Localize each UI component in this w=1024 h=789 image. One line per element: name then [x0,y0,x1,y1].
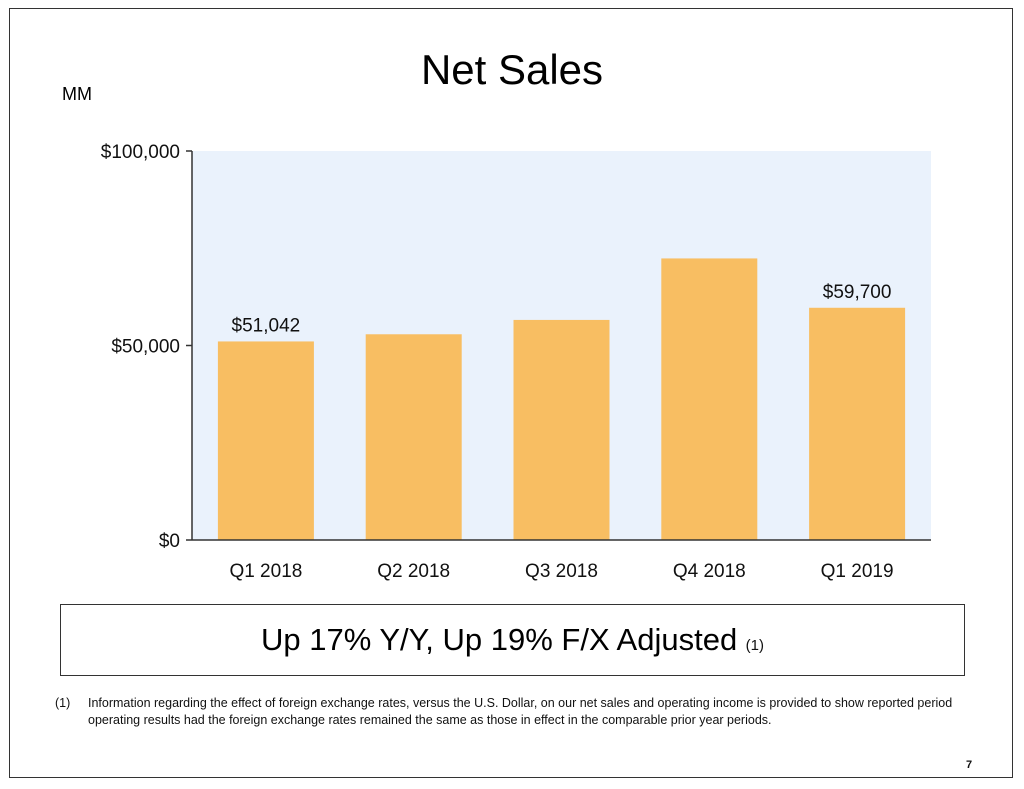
bar-q1-2018 [217,341,314,540]
page-number: 7 [966,759,973,771]
summary-box: Up 17% Y/Y, Up 19% F/X Adjusted (1) [60,604,965,676]
chart-title: Net Sales [420,46,604,93]
bar-q3-2018 [513,319,610,540]
unit-label: MM [62,84,92,104]
x-tick-label: Q1 2019 [821,561,894,582]
data-label: $51,042 [232,315,301,336]
y-tick-label: $100,000 [101,142,180,163]
x-tick-label: Q1 2018 [229,561,302,582]
x-tick-label: Q2 2018 [377,561,450,582]
x-tick-label: Q3 2018 [525,561,598,582]
footnote-text: Information regarding the effect of fore… [88,696,953,727]
x-tick-label: Q4 2018 [673,561,746,582]
bar-q1-2019 [809,307,906,540]
summary-footnote-ref: (1) [745,637,764,654]
data-label: $59,700 [823,282,892,303]
summary-text: Up 17% Y/Y, Up 19% F/X Adjusted [261,622,738,657]
bar-q2-2018 [365,334,462,540]
footnote-number: (1) [55,696,71,710]
bar-q4-2018 [661,258,758,540]
y-tick-label: $50,000 [111,337,180,358]
bar-chart: $51,042 Q1 2018 Q2 2018 Q3 2018 Q4 2018 $59,7… [101,142,931,582]
y-tick-label: $0 [159,531,180,552]
